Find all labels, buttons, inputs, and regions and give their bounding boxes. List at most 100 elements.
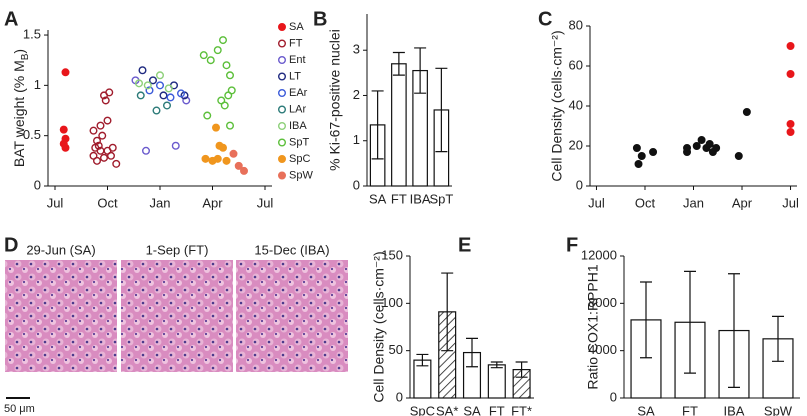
data-point [98,131,107,140]
y-tick-label: 2 [353,87,360,102]
y-tick-label: 0 [353,177,360,192]
data-point [148,76,157,85]
data-point [786,127,795,136]
data-point [734,151,743,160]
y-tick-label: 4000 [588,342,617,357]
data-point [94,141,103,150]
error-bar [416,353,429,367]
error-bar [515,361,528,378]
data-point [152,106,161,115]
data-point [222,61,231,70]
legend-marker [278,138,287,147]
data-point [155,71,164,80]
legend-label: IBA [289,120,307,132]
data-point [220,101,229,110]
data-point [222,156,231,165]
data-point [171,141,180,150]
data-point [234,161,243,170]
data-point [112,159,121,168]
error-bar [490,361,503,369]
scale-bar-label: 50 μm [4,403,35,415]
legend-label: LT [289,70,301,82]
legend-label: FT [289,37,303,49]
legend-marker [278,105,287,114]
data-point [634,159,643,168]
y-tick-label: 40 [569,97,583,112]
x-tick-label: SA [637,403,655,416]
y-axis-label-part: BAT weight (% M [11,60,27,167]
image-caption: 29-Jun (SA) [26,242,95,257]
x-tick-label: SA [369,191,387,206]
x-tick-label: Jul [588,195,605,210]
data-point [96,121,105,130]
data-point [162,101,171,110]
data-point [176,89,185,98]
error-bar [684,270,696,374]
panel-label: B [313,8,327,30]
data-point [697,135,706,144]
x-tick-label: Apr [202,195,223,210]
y-tick-label: 8000 [588,295,617,310]
y-tick-label: 80 [569,17,583,32]
legend-marker [278,72,287,81]
data-point [225,71,234,80]
data-point [108,143,117,152]
data-point [218,143,227,152]
legend-marker [278,88,287,97]
legend-label: EAr [289,87,308,99]
data-point [105,88,114,97]
data-point [92,156,101,165]
y-tick-label: 3 [353,42,360,57]
legend-marker [278,39,287,48]
panel-label: D [4,234,18,256]
x-tick-label: FT [489,403,505,416]
data-point [229,149,238,158]
image-caption: 1-Sep (FT) [146,242,209,257]
y-axis-label-part: B [20,53,31,60]
data-point [201,154,210,163]
legend-label: LAr [289,103,306,115]
histology-image [5,260,117,372]
panel-label: C [538,8,552,30]
data-point [141,146,150,155]
data-point [136,91,145,100]
data-point [225,121,234,130]
x-tick-label: SpC [410,403,435,416]
y-tick-label: 0 [576,177,583,192]
error-bar [772,315,784,362]
legend-marker [278,23,287,32]
x-tick-label: Apr [732,195,753,210]
error-bar [371,90,384,160]
x-tick-label: SpT [429,191,453,206]
panel-label: F [566,234,578,256]
x-tick-label: FT [391,191,407,206]
data-point [742,107,751,116]
legend-label: SA [289,21,304,33]
data-point [649,147,658,156]
x-tick-label: Jul [47,195,64,210]
data-point [786,42,795,51]
data-point [786,69,795,78]
data-point [224,91,233,100]
data-point [61,68,70,77]
y-tick-label: 0 [610,389,617,404]
data-point [218,36,227,45]
data-point [211,123,220,132]
x-tick-label: SpW [764,403,793,416]
y-axis-label: BAT weight (% MB) [11,49,31,167]
legend-marker [278,56,287,65]
data-point [61,143,70,152]
data-point [692,141,701,150]
x-tick-label: FT* [511,403,532,416]
data-point [143,81,152,90]
error-bar [414,47,427,94]
y-axis-label: Cell Density (cells·cm⁻²) [371,251,387,402]
y-axis-label: Cell Density (cells·cm⁻²) [549,30,565,181]
y-tick-label: 1 [34,77,41,92]
data-point [164,84,173,93]
x-tick-label: Jan [150,195,171,210]
legend-marker [278,121,287,130]
data-point [106,151,115,160]
x-tick-label: SA* [436,403,458,416]
